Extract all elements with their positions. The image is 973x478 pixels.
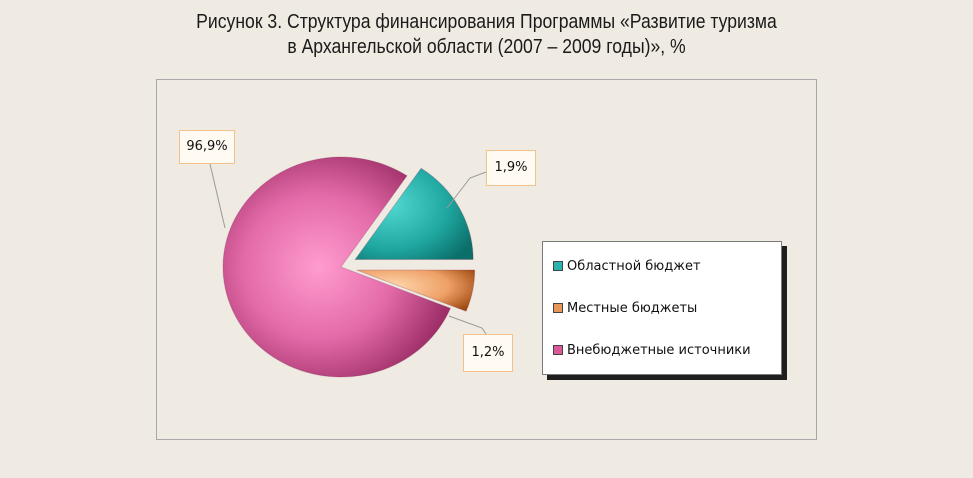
leader-line-regional [446,171,487,209]
data-label-local: 1,2% [463,334,513,372]
legend-item-external: Внебюджетные источники [553,340,751,360]
legend-item-regional: Областной бюджет [553,256,701,276]
legend-swatch-external [553,345,563,355]
data-label-external: 96,9% [179,130,235,164]
leader-line-local [448,315,487,335]
legend-label-local: Местные бюджеты [567,300,698,316]
data-label-regional: 1,9% [486,150,536,186]
pie-slice-external [222,156,452,378]
chart-title-line-1: Рисунок 3. Структура финансирования Прог… [196,11,777,33]
chart-title-line-2: в Архангельской области (2007 – 2009 год… [287,36,686,58]
pie-slice-local [356,269,476,312]
legend-swatch-regional [553,261,563,271]
legend-label-external: Внебюджетные источники [567,342,751,358]
legend-label-regional: Областной бюджет [567,258,701,274]
legend-swatch-local [553,303,563,313]
leader-line-external [209,163,226,229]
legend-item-local: Местные бюджеты [553,298,697,318]
chart-title: Рисунок 3. Структура финансирования Прог… [58,10,914,60]
pie-slice-regional [354,167,474,260]
chart-legend: Областной бюджет Местные бюджеты Внебюдж… [542,241,782,375]
